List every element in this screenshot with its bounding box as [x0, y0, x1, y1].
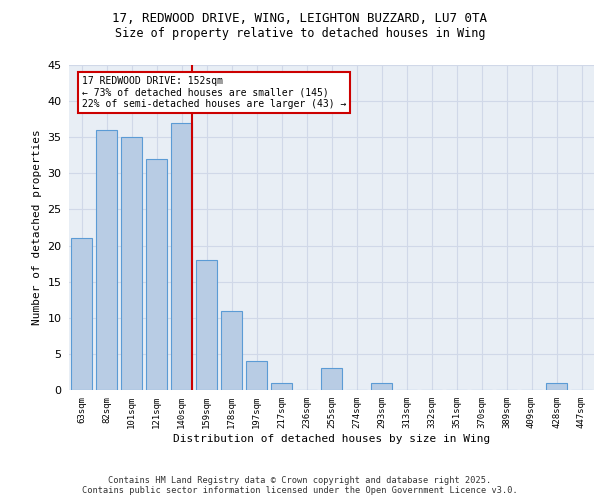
Bar	[271, 383, 292, 390]
Text: 17 REDWOOD DRIVE: 152sqm
← 73% of detached houses are smaller (145)
22% of semi-: 17 REDWOOD DRIVE: 152sqm ← 73% of detach…	[82, 76, 346, 109]
Bar	[221, 310, 242, 390]
Bar	[146, 159, 167, 390]
Bar	[321, 368, 342, 390]
Text: Contains HM Land Registry data © Crown copyright and database right 2025.
Contai: Contains HM Land Registry data © Crown c…	[82, 476, 518, 495]
Bar	[71, 238, 92, 390]
Bar	[171, 123, 192, 390]
Y-axis label: Number of detached properties: Number of detached properties	[32, 130, 41, 326]
Text: Size of property relative to detached houses in Wing: Size of property relative to detached ho…	[115, 28, 485, 40]
Bar	[246, 361, 267, 390]
Bar	[96, 130, 117, 390]
Bar	[121, 137, 142, 390]
Text: 17, REDWOOD DRIVE, WING, LEIGHTON BUZZARD, LU7 0TA: 17, REDWOOD DRIVE, WING, LEIGHTON BUZZAR…	[113, 12, 487, 26]
Bar	[371, 383, 392, 390]
Bar	[196, 260, 217, 390]
Bar	[546, 383, 567, 390]
X-axis label: Distribution of detached houses by size in Wing: Distribution of detached houses by size …	[173, 434, 490, 444]
